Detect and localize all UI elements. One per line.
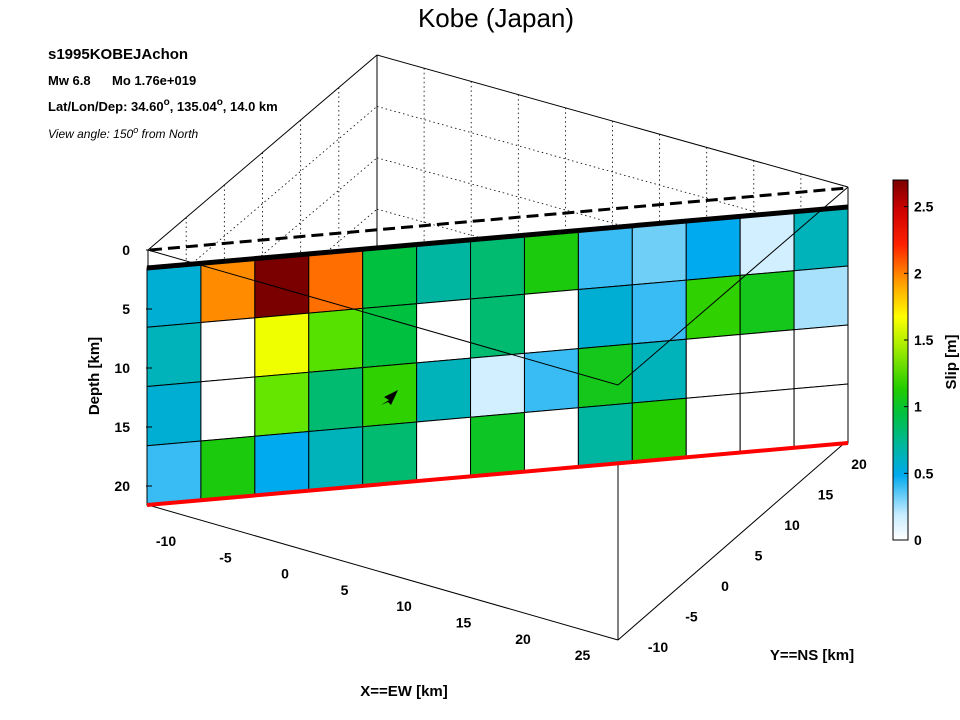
x-tick-label: -10 — [156, 533, 176, 549]
slip-cell — [470, 352, 525, 418]
slip-cell — [685, 274, 741, 340]
slip-cell — [470, 234, 525, 300]
slip-cell — [416, 416, 472, 482]
slip-cell — [577, 225, 633, 291]
slip-cell — [362, 303, 418, 369]
slip-cell — [200, 435, 256, 501]
slip-cell — [146, 381, 202, 447]
slip-cell — [146, 440, 202, 506]
slip-cell — [523, 407, 579, 473]
x-tick-label: -5 — [219, 549, 232, 565]
slip-cell — [416, 239, 472, 305]
x-tick-label: 20 — [515, 631, 531, 647]
depth-tick-label: 5 — [122, 301, 130, 317]
y-axis-ticks: -10 -5 0 5 10 15 20 — [648, 456, 867, 655]
x-tick-label: 5 — [341, 582, 349, 598]
slip-cell — [631, 338, 687, 404]
slip-cell — [200, 258, 256, 324]
y-tick-label: 0 — [721, 578, 729, 594]
slip-cell — [631, 397, 687, 463]
colorbar-label: Slip [m] — [943, 334, 960, 389]
slip-cell — [631, 220, 687, 286]
slip-cell — [523, 289, 579, 354]
slip-cell — [577, 284, 633, 350]
x-axis-ticks: -10 -5 0 5 10 15 20 25 — [156, 533, 591, 663]
slip-cell — [685, 392, 741, 458]
depth-tick-label: 0 — [122, 242, 130, 258]
surface-trace-dashed — [149, 186, 848, 252]
slip-cell — [362, 243, 418, 309]
y-tick-label: 15 — [818, 487, 834, 503]
slip-cell — [362, 421, 418, 487]
colorbar-tick-label: 1.5 — [914, 332, 934, 348]
x-tick-label: 0 — [281, 566, 289, 582]
depth-axis-label: Depth [km] — [86, 337, 103, 415]
depth-axis-ticks: 0 5 10 15 20 — [114, 242, 152, 494]
colorbar-ticks: 0 0.5 1 1.5 2 2.5 — [904, 199, 934, 548]
box-front-edges — [147, 186, 849, 386]
slip-cell — [146, 262, 202, 328]
slip-cell — [200, 376, 256, 442]
slip-cell — [416, 357, 472, 423]
colorbar-tick-label: 2 — [914, 265, 922, 281]
slip-cell — [146, 321, 202, 388]
slip-cell — [308, 367, 364, 433]
slip-cell — [685, 215, 741, 281]
fault-plane — [146, 206, 849, 506]
x-axis-label: X==EW [km] — [360, 683, 448, 700]
slip-cell — [470, 411, 525, 477]
slip-cell — [470, 293, 525, 359]
y-axis-label: Y==NS [km] — [770, 647, 854, 664]
slip-cell — [308, 307, 364, 373]
view-angle-text: View angle: 150o from North — [48, 125, 199, 141]
slip-cell — [685, 333, 741, 399]
colorbar — [892, 179, 909, 541]
y-tick-label: -5 — [685, 609, 698, 625]
slip-cell — [739, 329, 795, 395]
y-tick-label: 5 — [755, 548, 763, 564]
event-id: s1995KOBEJAchon — [48, 46, 188, 63]
colorbar-tick-label: 1 — [914, 399, 922, 415]
slip-cell — [793, 383, 849, 449]
depth-tick-label: 10 — [114, 360, 130, 376]
y-tick-label: -10 — [648, 639, 668, 655]
slip-cell — [254, 253, 310, 319]
colorbar-tick-label: 0 — [914, 532, 922, 548]
slip-cell — [577, 402, 633, 468]
slip-cell — [523, 229, 579, 295]
slip-cell — [793, 324, 849, 390]
x-tick-label: 25 — [575, 647, 591, 663]
slip-cell — [200, 317, 256, 383]
colorbar-tick-label: 2.5 — [914, 199, 934, 215]
colorbar-tick-label: 0.5 — [914, 465, 934, 481]
chart-title: Kobe (Japan) — [418, 3, 574, 33]
slip-cell — [793, 265, 849, 331]
x-tick-label: 15 — [456, 615, 472, 631]
slip-cell — [631, 279, 687, 345]
depth-tick-label: 15 — [114, 419, 130, 435]
fault-top-edge — [146, 204, 849, 271]
slip-cell — [523, 348, 579, 414]
slip-cell — [739, 211, 795, 276]
y-tick-label: 20 — [851, 456, 867, 472]
y-tick-label: 10 — [784, 517, 800, 533]
slip-cell — [308, 426, 364, 492]
slip-cell — [739, 388, 795, 454]
slip-cell — [416, 298, 472, 364]
x-tick-label: 10 — [396, 598, 412, 614]
hypocenter-star-icon — [381, 390, 398, 405]
slip-cell — [254, 312, 310, 378]
slip-cell — [254, 430, 310, 497]
location-text: Lat/Lon/Dep: 34.60o, 135.04o, 14.0 km — [48, 97, 278, 114]
moment-text: Mo 1.76e+019 — [112, 73, 196, 88]
depth-tick-label: 20 — [114, 478, 130, 494]
slip-cell — [739, 270, 795, 336]
slip-cell — [793, 206, 849, 272]
magnitude-text: Mw 6.8 — [48, 73, 91, 88]
fault-bottom-edge — [146, 441, 849, 507]
slip-cell — [254, 371, 310, 437]
